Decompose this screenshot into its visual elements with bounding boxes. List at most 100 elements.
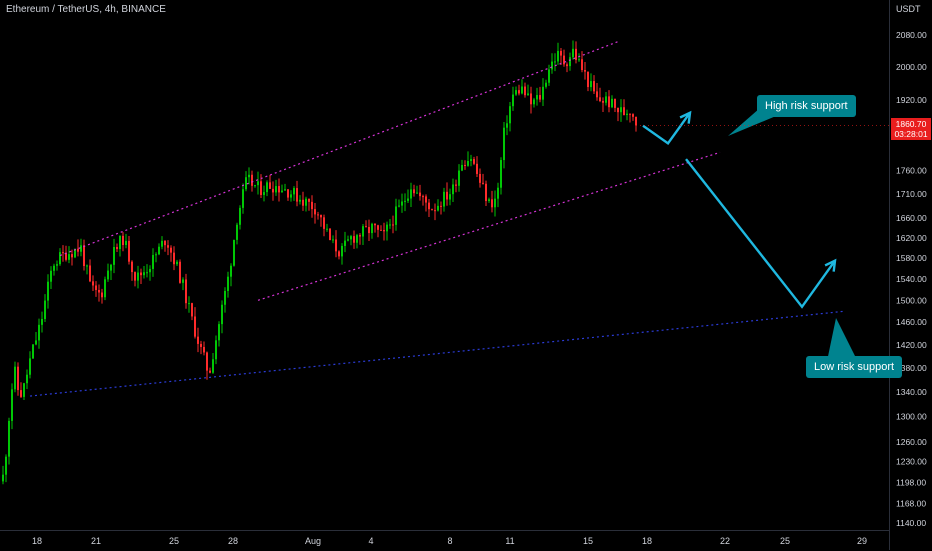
candle (113, 238, 115, 274)
candle (410, 182, 412, 208)
high-risk-projection-arrow[interactable] (642, 112, 691, 146)
candle (50, 266, 52, 289)
time-tick-label: 11 (505, 536, 514, 546)
price-axis-unit: USDT (896, 4, 921, 14)
candle (620, 99, 622, 122)
candle (191, 302, 193, 321)
low-risk-support-line[interactable] (29, 310, 846, 397)
price-tick-label: 1168.00 (896, 498, 926, 508)
candle (227, 271, 229, 298)
candle (440, 201, 442, 215)
candle (332, 235, 334, 244)
candle (17, 362, 19, 396)
candle (272, 181, 274, 201)
candle (158, 243, 160, 256)
candle (533, 97, 535, 108)
candle (554, 53, 556, 72)
candle (458, 164, 460, 192)
price-tick-label: 1920.00 (896, 95, 927, 105)
candle (443, 187, 445, 212)
candle (506, 115, 508, 136)
candle (566, 62, 568, 73)
candle (2, 465, 4, 485)
candle (374, 223, 376, 233)
price-tick-label: 1710.00 (896, 189, 927, 199)
time-axis-ticks: 18 21 25 28 Aug 4 8 11 15 18 22 25 29 (32, 536, 867, 546)
candle (494, 190, 496, 217)
arrowhead-icon (824, 258, 837, 272)
candle (344, 231, 346, 253)
candle (317, 211, 319, 220)
candle (614, 98, 616, 113)
candle (476, 156, 478, 178)
candle (53, 263, 55, 276)
candle (362, 223, 364, 245)
candle (347, 235, 349, 242)
low-risk-projection-arrow[interactable] (685, 158, 836, 309)
candle (587, 71, 589, 92)
candle (62, 245, 64, 262)
candle (257, 171, 259, 195)
price-tick-label: 1230.00 (896, 456, 927, 466)
candle (320, 214, 322, 227)
candle (92, 275, 94, 292)
time-axis[interactable] (0, 530, 889, 551)
candle (128, 235, 130, 265)
candle (623, 99, 625, 116)
low-risk-support-label: Low risk support (814, 361, 895, 373)
candle (341, 243, 343, 265)
candle (311, 195, 313, 218)
candle (386, 221, 388, 241)
candle (263, 185, 265, 202)
candle (413, 184, 415, 197)
candle (119, 235, 121, 257)
candle (416, 185, 418, 194)
candle (5, 454, 7, 483)
candle (467, 151, 469, 167)
candle (437, 199, 439, 212)
candle (8, 417, 10, 465)
candle (488, 197, 490, 203)
candle (425, 194, 427, 212)
time-tick-label: 4 (368, 536, 373, 546)
price-tick-label: 1340.00 (896, 387, 927, 397)
price-tick-label: 1300.00 (896, 411, 927, 421)
price-tick-label: 1260.00 (896, 437, 927, 447)
candle (353, 230, 355, 249)
candle (182, 277, 184, 291)
candle (530, 86, 532, 114)
price-tick-label: 1760.00 (896, 166, 927, 176)
price-axis[interactable] (889, 0, 932, 550)
candle (284, 183, 286, 191)
candle (269, 174, 271, 189)
candle (89, 259, 91, 283)
time-tick-label: 15 (583, 536, 593, 546)
low-risk-support-callout[interactable]: Low risk support (806, 356, 903, 378)
candle (47, 274, 49, 309)
candle (236, 222, 238, 245)
candle (497, 182, 499, 208)
time-tick-label: 22 (720, 536, 730, 546)
candle (452, 178, 454, 202)
candle (512, 86, 514, 111)
candle (80, 238, 82, 257)
candle (446, 182, 448, 206)
time-tick-label: 25 (780, 536, 790, 546)
candle (428, 198, 430, 218)
candle (455, 179, 457, 193)
price-tick-label: 2080.00 (896, 30, 927, 40)
candle (56, 260, 58, 271)
high-risk-support-callout[interactable]: High risk support (757, 95, 856, 117)
current-price-tag: 1860.70 03:28:01 (891, 118, 931, 140)
candle (287, 189, 289, 201)
candle (503, 122, 505, 169)
candle (146, 264, 148, 278)
candle (539, 86, 541, 103)
channel-lower-line[interactable] (257, 151, 721, 301)
candle (569, 52, 571, 71)
candle (131, 260, 133, 281)
channel-upper-line[interactable] (59, 40, 621, 257)
candle (371, 222, 373, 239)
